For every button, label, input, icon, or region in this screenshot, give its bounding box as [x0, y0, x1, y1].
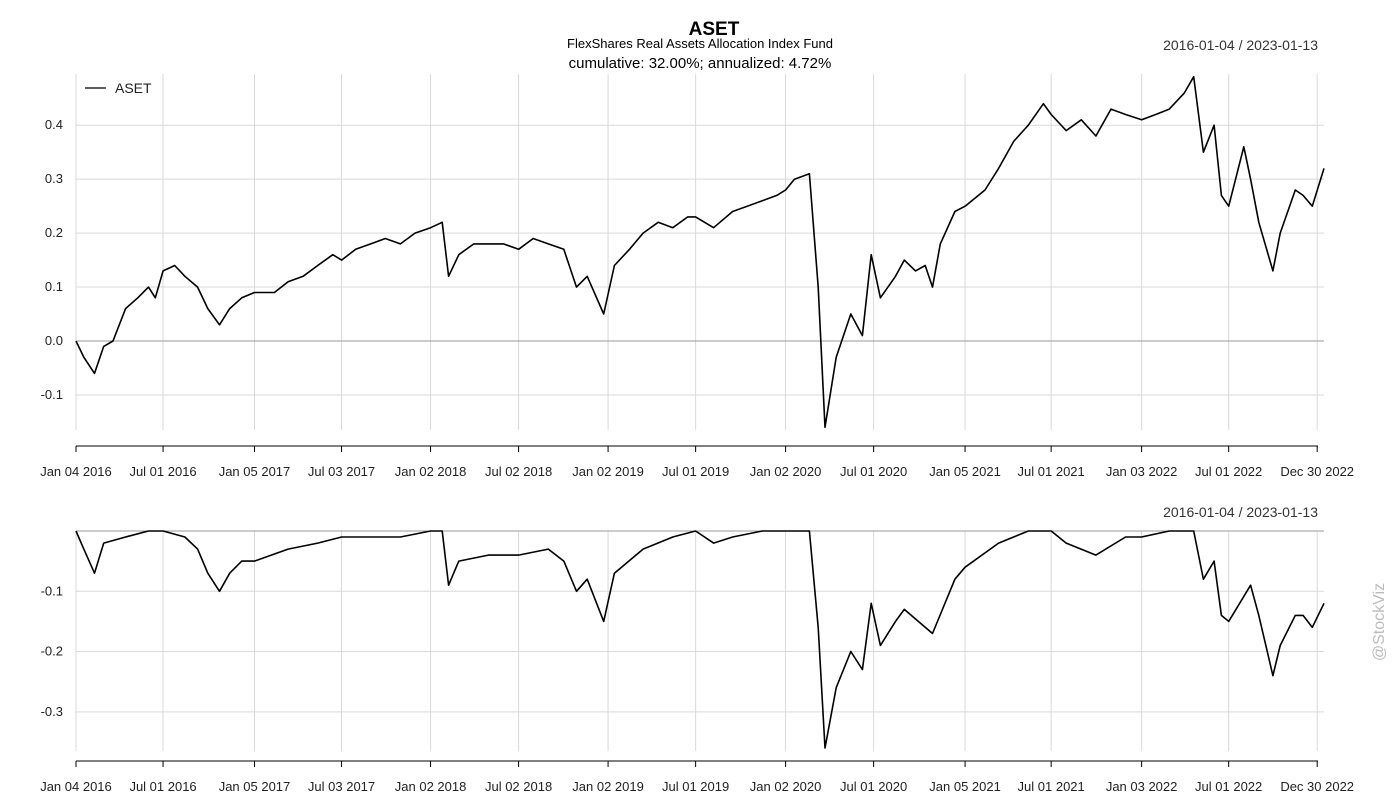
top-x-tick-label: Jul 01 2021 — [1018, 464, 1085, 479]
top-date-range: 2016-01-04 / 2023-01-13 — [1163, 37, 1318, 53]
top-x-tick-label: Jan 04 2016 — [40, 464, 112, 479]
bottom-x-tick-label: Jan 02 2018 — [395, 779, 467, 794]
bottom-x-tick-label: Jan 02 2020 — [750, 779, 822, 794]
cumulative-return-panel: -0.1 0.0 0.1 0.2 0.3 0.4 Jan 04 2016 Jul 01 20… — [40, 74, 1354, 479]
bottom-x-tick-label: Jan 03 2022 — [1106, 779, 1178, 794]
bottom-x-tick-label: Jan 02 2019 — [572, 779, 644, 794]
bottom-x-tick-label: Jul 01 2022 — [1195, 779, 1262, 794]
bottom-y-tick-label: -0.2 — [41, 644, 63, 659]
top-y-tick-label: 0.4 — [45, 117, 63, 132]
bottom-x-tick-label: Dec 30 2022 — [1280, 779, 1354, 794]
top-x-tick-label: Jan 05 2021 — [929, 464, 1001, 479]
bottom-y-tick-label: -0.1 — [41, 583, 63, 598]
bottom-x-tick-label: Jan 04 2016 — [40, 779, 112, 794]
bottom-x-tick-label: Jan 05 2017 — [219, 779, 291, 794]
bottom-x-tick-label: Jul 03 2017 — [308, 779, 375, 794]
watermark: @StockViz — [1371, 583, 1388, 661]
chart-title: ASET — [689, 19, 740, 40]
bottom-x-axis: Jan 04 2016 Jul 01 2016 Jan 05 2017 Jul 03 … — [40, 760, 1354, 794]
top-x-tick-label: Jul 01 2019 — [662, 464, 729, 479]
top-x-tick-label: Jan 02 2020 — [750, 464, 822, 479]
bottom-series-group — [75, 530, 1325, 749]
chart-subtitle: FlexShares Real Assets Allocation Index … — [567, 36, 833, 51]
top-y-tick-label: -0.1 — [41, 387, 63, 402]
top-x-tick-label: Jul 01 2020 — [840, 464, 907, 479]
bottom-x-tick-label: Jul 02 2018 — [485, 779, 552, 794]
bottom-y-tick-label: -0.3 — [41, 704, 63, 719]
stats-text: cumulative: 32.00%; annualized: 4.72% — [569, 55, 832, 72]
bottom-x-tick-label: Jul 01 2021 — [1018, 779, 1085, 794]
bottom-y-axis: -0.1 -0.2 -0.3 — [41, 583, 63, 719]
top-y-tick-label: 0.3 — [45, 171, 63, 186]
top-x-tick-label: Jan 02 2019 — [572, 464, 644, 479]
bottom-x-tick-label: Jul 01 2016 — [129, 779, 196, 794]
top-x-tick-label: Dec 30 2022 — [1280, 464, 1354, 479]
bottom-x-tick-label: Jul 01 2020 — [840, 779, 907, 794]
bottom-series-line — [75, 530, 1325, 749]
legend-entry: ASET — [115, 80, 152, 96]
top-x-tick-label: Jul 01 2016 — [129, 464, 196, 479]
bottom-date-range: 2016-01-04 / 2023-01-13 — [1163, 504, 1318, 520]
top-y-axis: -0.1 0.0 0.1 0.2 0.3 0.4 — [41, 117, 63, 402]
top-x-axis: Jan 04 2016 Jul 01 2016 Jan 05 2017 Jul 03 … — [40, 445, 1354, 479]
drawdown-panel: -0.1-0.2-0.3 Jan 04 2016 Jul 01 2016 Jan 0… — [40, 530, 1354, 794]
bottom-x-tick-label: Jul 01 2019 — [662, 779, 729, 794]
bottom-x-tick-label: Jan 05 2021 — [929, 779, 1001, 794]
top-y-tick-label: 0.1 — [45, 279, 63, 294]
top-grid — [75, 74, 1324, 430]
top-x-tick-label: Jul 01 2022 — [1195, 464, 1262, 479]
top-x-tick-label: Jul 02 2018 — [485, 464, 552, 479]
top-x-tick-label: Jan 05 2017 — [219, 464, 291, 479]
bottom-grid — [75, 530, 1324, 751]
top-series-line — [75, 75, 1325, 429]
top-y-tick-label: 0.0 — [45, 333, 63, 348]
top-x-tick-label: Jan 02 2018 — [395, 464, 467, 479]
legend: ASET — [85, 80, 152, 96]
top-x-tick-label: Jul 03 2017 — [308, 464, 375, 479]
top-x-tick-label: Jan 03 2022 — [1106, 464, 1178, 479]
top-series-group — [75, 75, 1325, 429]
top-y-tick-label: 0.2 — [45, 225, 63, 240]
